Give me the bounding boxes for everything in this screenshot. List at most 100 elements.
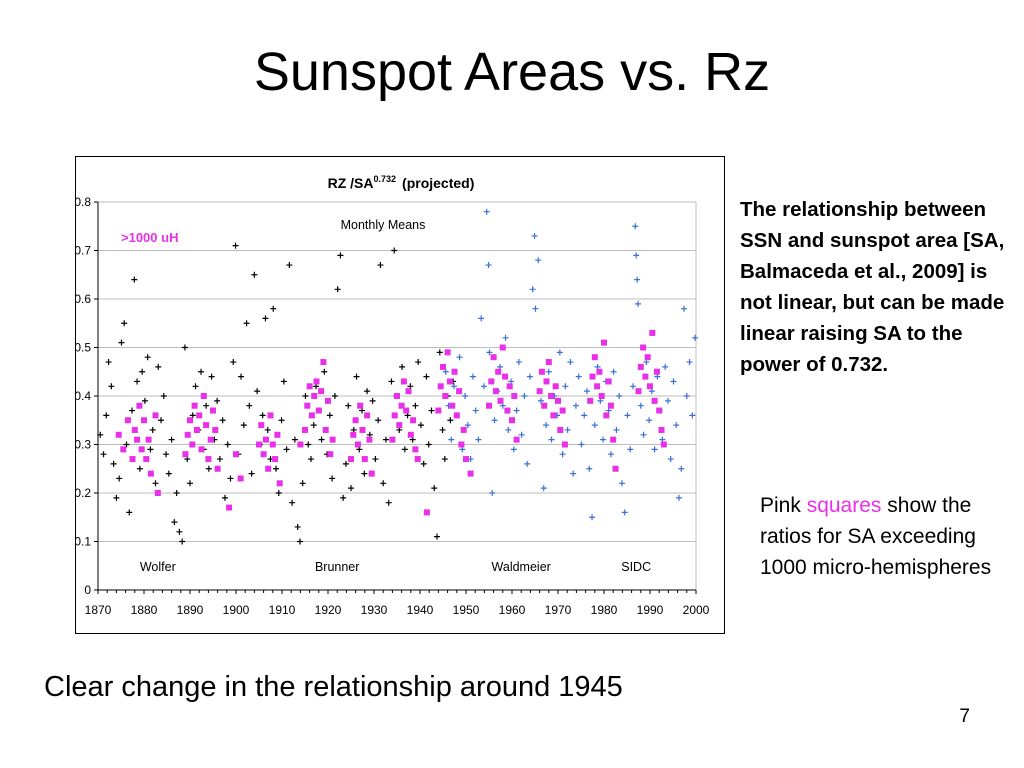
data-point-plus <box>340 494 347 501</box>
data-point-plus <box>224 441 231 448</box>
data-point-plus <box>651 446 658 453</box>
scatter-chart: RZ /SA0.732 (projected) Monthly Means >10… <box>76 174 710 617</box>
page-number: 7 <box>959 706 970 727</box>
data-point-plus <box>342 460 349 467</box>
data-point-plus <box>526 373 533 380</box>
data-point-plus <box>532 305 539 312</box>
data-point-square <box>492 388 499 395</box>
data-point-square <box>506 383 513 390</box>
data-point-plus <box>524 460 531 467</box>
data-point-square <box>200 393 207 399</box>
data-point-square <box>115 431 122 438</box>
data-point-plus <box>401 446 408 453</box>
data-point-plus <box>171 519 178 526</box>
data-point-square <box>511 393 518 399</box>
data-point-square <box>536 388 543 395</box>
data-point-plus <box>147 446 154 453</box>
data-point-square <box>594 383 601 390</box>
data-point-square <box>152 412 159 419</box>
data-point-square <box>233 451 239 458</box>
data-point-square <box>210 407 216 414</box>
data-point-plus <box>385 499 392 506</box>
legend-note: Pink squares show the ratios for SA exce… <box>760 490 1000 583</box>
data-point-plus <box>283 446 290 453</box>
data-point-square <box>460 426 467 433</box>
data-point-plus <box>155 363 162 370</box>
data-point-square <box>647 383 653 390</box>
y-tick-label: 0 <box>84 583 91 597</box>
chart-title: RZ /SA0.732 (projected) <box>328 174 475 191</box>
data-point-plus <box>173 490 180 496</box>
data-point-plus <box>388 378 395 385</box>
y-tick-label: 0.2 <box>76 486 91 500</box>
data-point-square <box>605 378 612 385</box>
data-point-square <box>640 344 647 351</box>
data-point-plus <box>326 412 333 419</box>
data-point-square <box>129 456 136 463</box>
data-point-plus <box>97 431 104 438</box>
data-point-square <box>184 431 191 438</box>
data-point-square <box>444 349 451 356</box>
data-point-square <box>352 417 359 424</box>
data-point-square <box>302 426 308 433</box>
data-point-square <box>141 417 147 424</box>
x-tick-label: 2000 <box>683 603 710 617</box>
observer-label: Wolfer <box>140 560 176 574</box>
data-point-square <box>320 359 327 366</box>
data-point-plus <box>232 242 239 249</box>
y-tick-label: 0.3 <box>76 438 91 452</box>
data-point-plus <box>331 393 338 399</box>
y-tick-label: 0.5 <box>76 341 91 355</box>
data-point-square <box>649 329 656 336</box>
data-point-plus <box>692 334 699 341</box>
data-point-square <box>435 407 442 414</box>
data-point-square <box>601 339 607 346</box>
data-point-plus <box>131 276 138 283</box>
data-point-plus <box>464 422 471 429</box>
data-point-plus <box>589 514 596 521</box>
data-point-square <box>124 417 131 424</box>
data-point-plus <box>510 446 517 453</box>
data-point-plus <box>483 208 490 215</box>
data-point-square <box>260 451 267 458</box>
data-point-square <box>258 422 265 429</box>
data-point-plus <box>280 378 287 385</box>
data-point-square <box>403 407 410 414</box>
data-point-square <box>357 402 364 409</box>
data-point-plus <box>205 465 212 472</box>
data-point-plus <box>480 383 487 390</box>
data-point-plus <box>310 422 317 429</box>
data-point-plus <box>105 359 112 366</box>
data-point-square <box>637 363 644 370</box>
data-point-plus <box>118 339 125 346</box>
data-point-plus <box>334 286 341 293</box>
data-point-plus <box>621 509 628 516</box>
data-point-square <box>398 402 405 409</box>
data-point-square <box>389 436 396 443</box>
data-point-plus <box>529 286 536 293</box>
data-point-plus <box>518 431 525 438</box>
data-point-square <box>145 436 152 443</box>
data-point-square <box>486 402 492 409</box>
data-point-square <box>256 441 262 448</box>
data-point-square <box>205 456 212 463</box>
y-tick-label: 0.1 <box>76 535 91 549</box>
data-point-plus <box>540 485 547 492</box>
data-point-square <box>545 359 552 366</box>
data-point-plus <box>583 388 590 395</box>
data-point-square <box>504 407 511 414</box>
note-prefix: Pink <box>760 494 801 517</box>
data-point-plus <box>447 417 454 424</box>
data-point-plus <box>113 494 120 501</box>
data-point-square <box>495 368 502 375</box>
data-point-plus <box>149 426 156 433</box>
data-point-square <box>467 470 474 477</box>
data-point-plus <box>291 436 298 443</box>
data-point-square <box>596 368 603 375</box>
data-point-plus <box>591 422 598 429</box>
data-point-plus <box>302 393 309 399</box>
data-point-plus <box>230 359 237 366</box>
data-point-square <box>451 368 458 375</box>
data-point-square <box>193 426 200 433</box>
data-point-square <box>449 402 456 409</box>
